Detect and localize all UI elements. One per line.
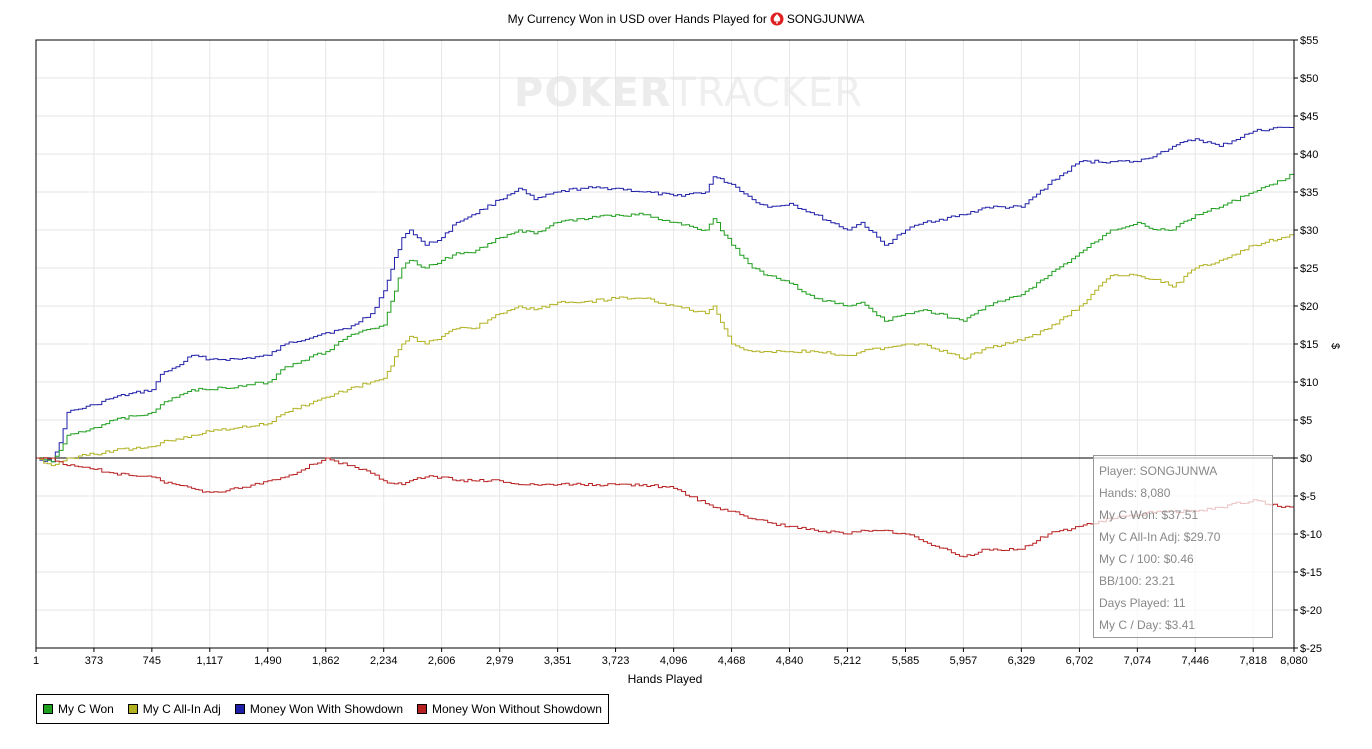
tooltip-line: My C / 100: $0.46 [1099,552,1194,566]
tooltip-line: BB/100: 23.21 [1099,574,1176,588]
tooltip-line: My C All-In Adj: $29.70 [1099,530,1221,544]
legend-label: Money Won With Showdown [249,702,404,716]
y-tick-label: $50 [1300,73,1318,85]
x-tick-label: 7,818 [1239,655,1267,667]
y-tick-label: $55 [1300,35,1318,47]
x-tick-label: 2,979 [486,655,514,667]
spade-icon [770,12,784,26]
legend-item: Money Won Without Showdown [417,702,602,716]
x-tick-label: 1 [33,655,39,667]
x-tick-label: 4,468 [718,655,746,667]
legend-swatch [127,704,138,714]
x-tick-label: 2,234 [370,655,398,667]
line-chart: 1 373 745 1,117 1,490 1,862 2,234 2,606 2,979 3,3… [33,35,1322,667]
tooltip-line: Days Played: 11 [1099,596,1186,610]
y-tick-label: $25 [1300,263,1318,275]
legend-item: My C Won [43,702,114,716]
x-tick-label: 1,862 [312,655,340,667]
legend-label: My C All-In Adj [142,702,221,716]
y-tick-label: $35 [1300,187,1318,199]
x-tick-label: 2,606 [428,655,456,667]
chart-title: My Currency Won in USD over Hands Played… [0,12,1372,26]
x-tick-label: 3,723 [602,655,630,667]
series-line-2 [36,232,1295,467]
x-tick-label: 5,212 [834,655,862,667]
tooltip-line: My C Won: $37.51 [1099,508,1199,522]
y-tick-label: $5 [1300,415,1312,427]
x-tick-label: 7,446 [1182,655,1210,667]
y-tick-label: $45 [1300,111,1318,123]
x-tick-label: 6,702 [1066,655,1094,667]
y-tick-label: $-25 [1300,643,1322,655]
legend-label: My C Won [58,702,114,716]
legend-swatch [234,704,245,714]
y-tick-label: $30 [1300,225,1318,237]
x-tick-label: 6,329 [1008,655,1036,667]
series-line-1 [36,173,1295,463]
y-tick-label: $-20 [1300,605,1322,617]
y-axis-label: $ [1329,342,1342,350]
y-tick-label: $-5 [1300,491,1316,503]
x-tick-label: 5,957 [950,655,978,667]
y-tick-label: $15 [1300,339,1318,351]
chart-title-text: My Currency Won in USD over Hands Played… [507,12,767,26]
legend-item: My C All-In Adj [127,702,221,716]
y-tick-label: $20 [1300,301,1318,313]
x-axis-label: Hands Played [627,672,703,686]
y-tick-label: $40 [1300,149,1318,161]
x-tick-label: 8,080 [1280,655,1308,667]
series-line-3 [36,457,1295,558]
series-lines [36,126,1295,558]
x-tick-label: 1,117 [196,655,223,667]
x-tick-label: 3,351 [544,655,572,667]
legend-swatch [43,704,53,714]
y-tick-label: $-15 [1300,567,1322,579]
x-tick-label: 1,490 [254,655,282,667]
x-tick-label: 5,585 [892,655,920,667]
x-tick-label: 373 [85,655,103,667]
series-line-0 [36,126,1295,463]
y-tick-label: $0 [1300,453,1312,465]
y-axis-ticks: $55 $50 $45 $40 $35 $30 $25 $20 $15 $10 $5 $0 $-5 $-1… [1294,35,1322,655]
legend-label: Money Won Without Showdown [432,702,602,716]
player-name: SONGJUNWA [786,12,865,26]
x-axis-ticks: 1 373 745 1,117 1,490 1,862 2,234 2,606 2,979 3,3… [33,648,1308,667]
chart-legend: My C Won My C All-In Adj Money Won With Sh… [36,694,609,724]
legend-item: Money Won With Showdown [234,702,404,716]
tooltip-line: Hands: 8,080 [1099,486,1171,500]
x-tick-label: 745 [143,655,161,667]
legend-swatch [417,704,428,714]
tooltip-line: Player: SONGJUNWA [1099,464,1218,478]
y-tick-label: $10 [1300,377,1318,389]
x-tick-label: 4,096 [660,655,688,667]
x-tick-label: 7,074 [1124,655,1152,667]
stats-tooltip: Player: SONGJUNWA Hands: 8,080 My C Won: $… [1093,455,1273,638]
tooltip-line: My C / Day: $3.41 [1099,618,1196,632]
y-tick-label: $-10 [1300,529,1322,541]
x-tick-label: 4,840 [776,655,804,667]
